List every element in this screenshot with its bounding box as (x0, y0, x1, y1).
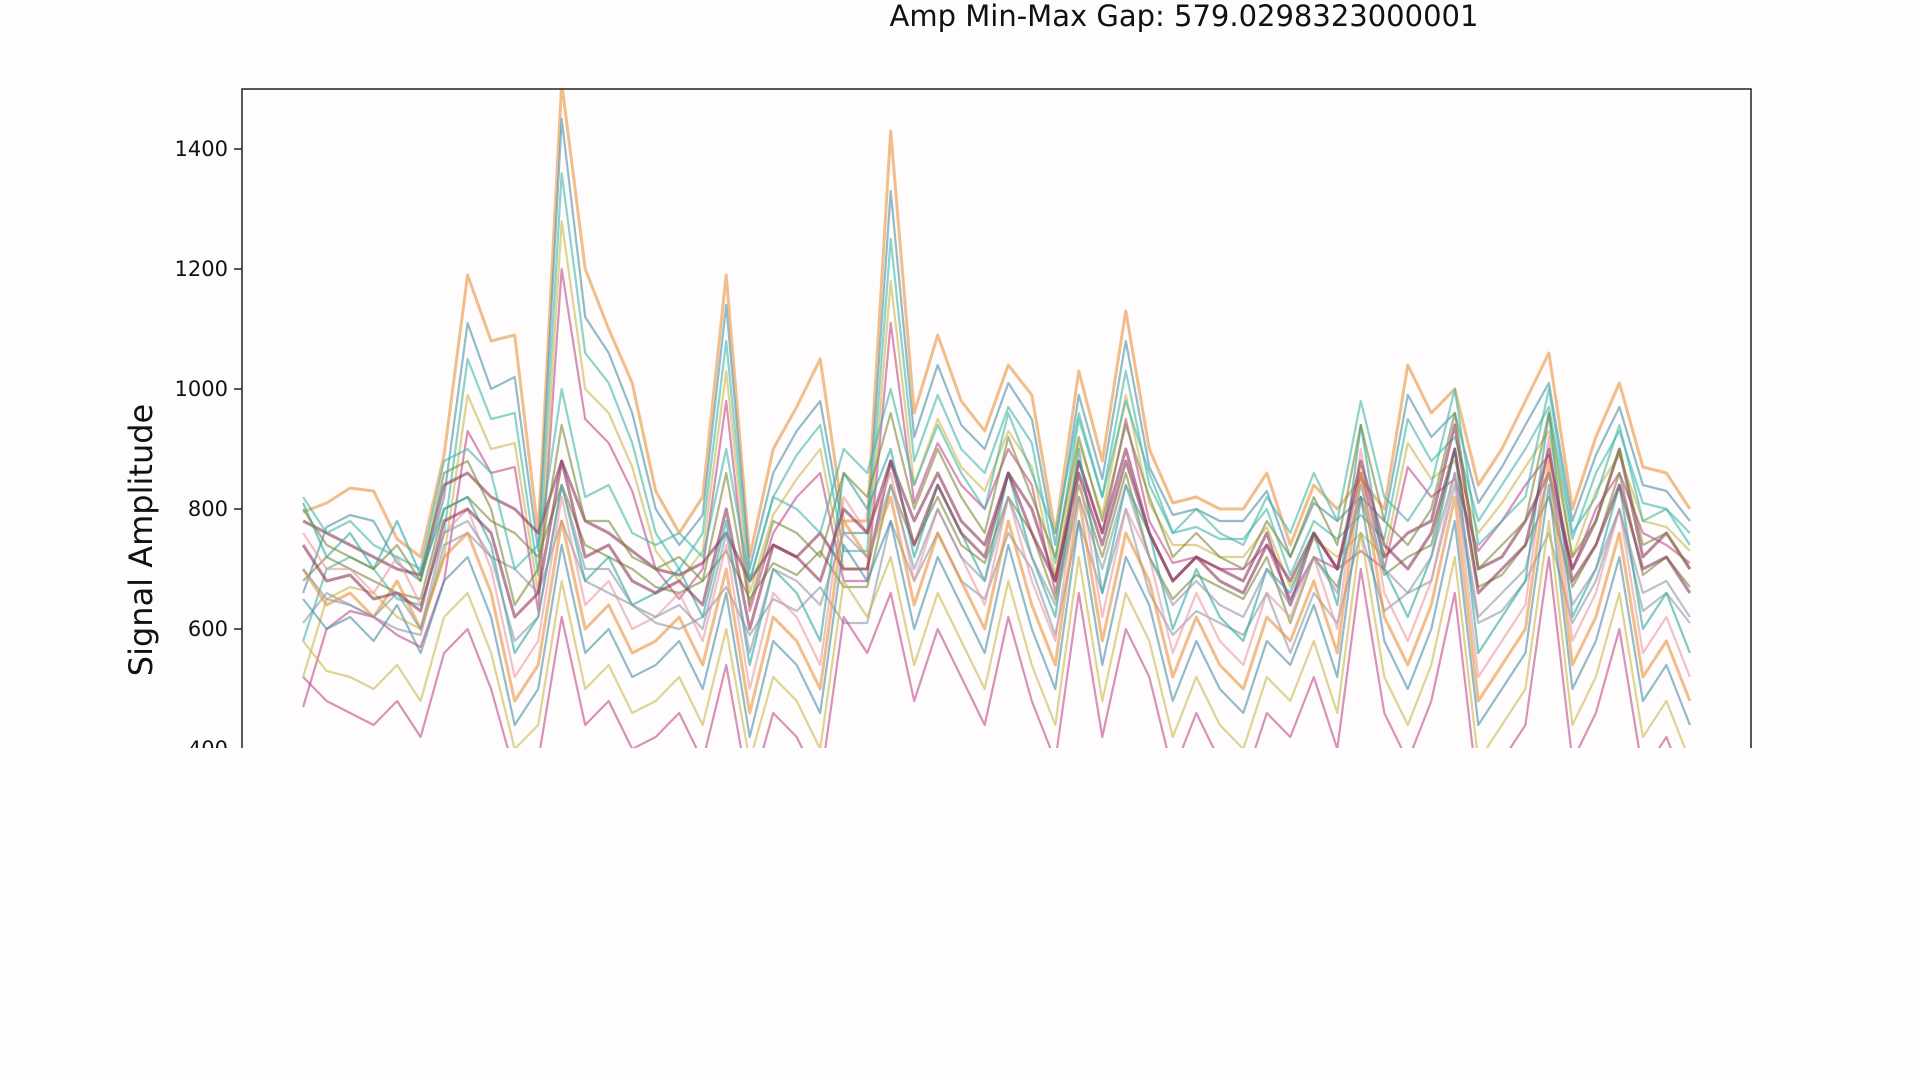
series-line-8 (302, 411, 1691, 667)
y-tick-label: 1400 (175, 137, 228, 161)
series-line-10 (301, 459, 1692, 715)
series-line-1 (302, 117, 1691, 594)
series-line-13 (302, 519, 1687, 749)
y-axis-ticks: 400600800100012001400 (175, 137, 242, 761)
series-line-14 (302, 555, 1673, 749)
series-line-12 (302, 387, 1691, 583)
series-line-11 (302, 483, 1691, 739)
series-line-5 (302, 423, 1692, 607)
series-line-15 (301, 447, 1692, 631)
y-axis-label: Signal Amplitude (122, 404, 160, 676)
y-tick-label: 600 (188, 617, 228, 641)
series-line-17 (302, 471, 1691, 655)
y-tick-label: 1000 (175, 377, 228, 401)
series-line-16 (302, 411, 1691, 607)
y-tick-label: 800 (188, 497, 228, 521)
series-line-0 (302, 89, 1692, 559)
y-tick-label: 1200 (175, 257, 228, 281)
bottom-blank-area (0, 748, 1920, 1080)
series-layer (301, 89, 1692, 749)
series-line-9 (302, 435, 1691, 691)
chart-title: Amp Min-Max Gap: 579.0298323000001 (890, 0, 1479, 33)
